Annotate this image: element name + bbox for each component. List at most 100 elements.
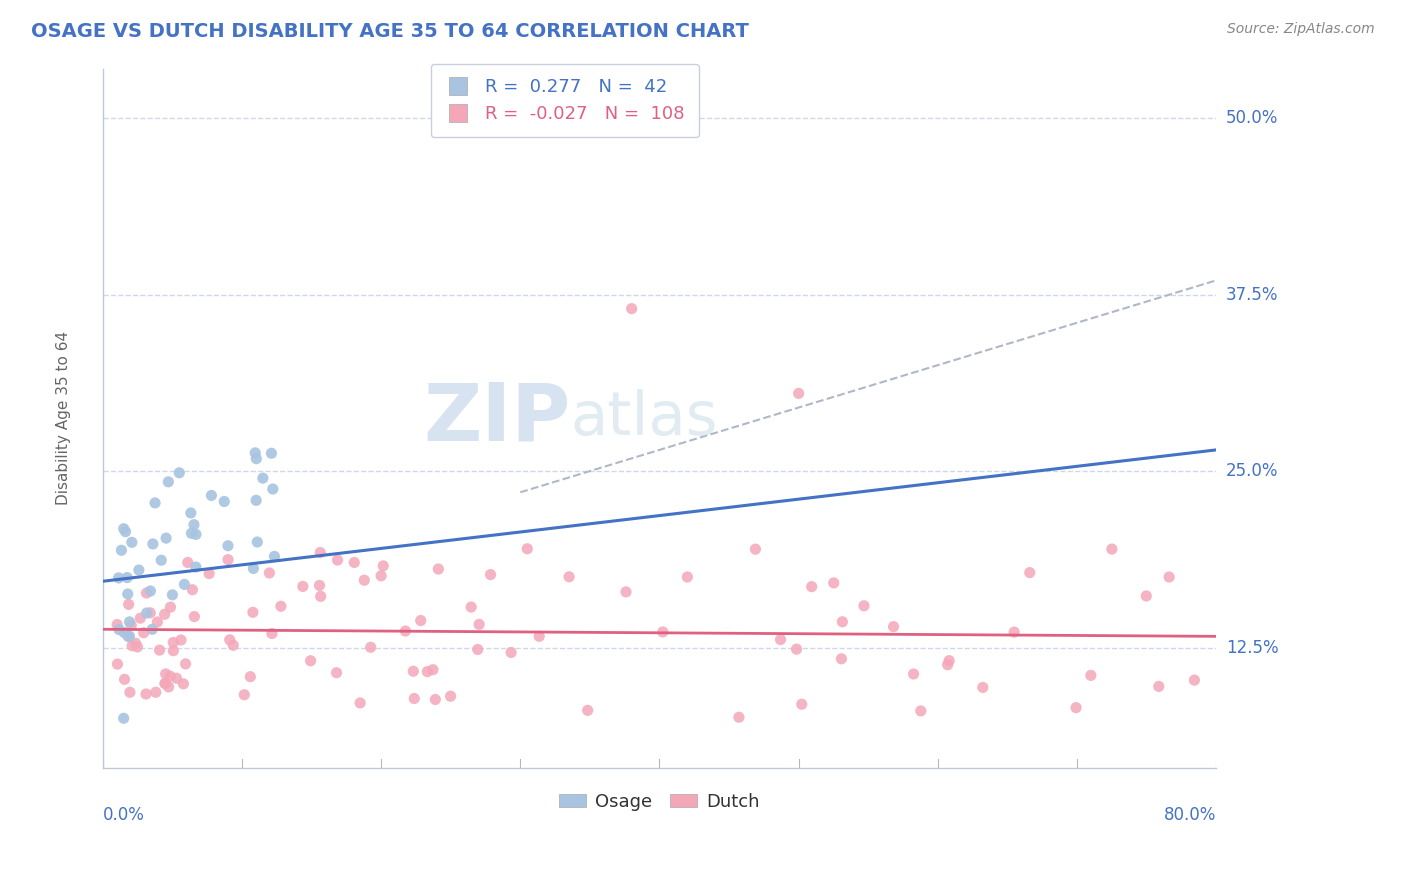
Point xyxy=(800,580,823,594)
Point xyxy=(370,568,392,582)
Point xyxy=(910,704,932,718)
Point xyxy=(217,539,239,553)
Point xyxy=(112,625,135,640)
Point xyxy=(246,535,269,549)
Point xyxy=(174,657,197,671)
Point xyxy=(439,689,461,703)
Point xyxy=(120,618,142,632)
Point xyxy=(614,585,637,599)
Point xyxy=(1080,668,1102,682)
Text: 80.0%: 80.0% xyxy=(1164,806,1216,824)
Point xyxy=(183,517,205,532)
Point xyxy=(107,571,129,585)
Point xyxy=(128,563,150,577)
Point xyxy=(252,471,274,485)
Point xyxy=(115,571,138,585)
Point xyxy=(360,640,382,655)
Point xyxy=(245,446,267,460)
Point xyxy=(148,643,170,657)
Point xyxy=(938,654,960,668)
Point xyxy=(153,607,176,622)
Point xyxy=(181,582,204,597)
Point xyxy=(326,553,349,567)
Point xyxy=(309,590,332,604)
Text: 37.5%: 37.5% xyxy=(1226,285,1278,303)
Point xyxy=(127,640,149,654)
Point xyxy=(124,636,146,650)
Point xyxy=(117,598,139,612)
Point xyxy=(501,645,523,659)
Point xyxy=(576,703,599,717)
Point xyxy=(259,566,281,580)
Text: 50.0%: 50.0% xyxy=(1226,109,1278,127)
Point xyxy=(1002,625,1025,640)
Point xyxy=(112,522,135,536)
Point xyxy=(936,657,959,672)
Point xyxy=(427,562,450,576)
Point xyxy=(222,638,245,652)
Point xyxy=(1184,673,1206,687)
Point xyxy=(479,567,502,582)
Point xyxy=(270,599,292,614)
Point xyxy=(114,524,136,539)
Point xyxy=(155,667,177,681)
Text: atlas: atlas xyxy=(571,389,718,448)
Point xyxy=(245,493,267,508)
Point xyxy=(394,624,416,638)
Point xyxy=(117,630,139,644)
Point xyxy=(145,685,167,699)
Point xyxy=(883,620,905,634)
Point xyxy=(309,545,332,559)
Point xyxy=(620,301,643,316)
Point xyxy=(516,541,538,556)
Point xyxy=(153,676,176,690)
Point xyxy=(744,542,766,557)
Point xyxy=(1101,542,1123,557)
Point xyxy=(823,575,845,590)
Text: 0.0%: 0.0% xyxy=(103,806,145,824)
Point xyxy=(903,667,925,681)
Point xyxy=(425,692,447,706)
Text: Disability Age 35 to 64: Disability Age 35 to 64 xyxy=(56,331,72,505)
Point xyxy=(217,552,239,566)
Point xyxy=(118,685,141,699)
Point xyxy=(117,587,139,601)
Point xyxy=(242,605,264,619)
Point xyxy=(769,632,792,647)
Point xyxy=(172,677,194,691)
Point xyxy=(155,676,177,690)
Point xyxy=(110,543,132,558)
Point xyxy=(416,665,439,679)
Point xyxy=(1064,700,1087,714)
Point xyxy=(157,475,180,489)
Point xyxy=(402,665,425,679)
Point xyxy=(1147,680,1170,694)
Point xyxy=(177,556,200,570)
Point xyxy=(121,535,143,549)
Point xyxy=(1159,570,1181,584)
Point xyxy=(262,482,284,496)
Point xyxy=(373,558,395,573)
Point xyxy=(299,654,322,668)
Point xyxy=(132,625,155,640)
Point xyxy=(460,600,482,615)
Point xyxy=(488,125,510,139)
Point xyxy=(170,632,193,647)
Point xyxy=(409,614,432,628)
Point xyxy=(139,584,162,599)
Point xyxy=(790,698,813,712)
Point xyxy=(135,606,157,620)
Point xyxy=(198,566,221,581)
Point xyxy=(728,710,751,724)
Point xyxy=(184,560,207,574)
Point xyxy=(180,506,202,520)
Point xyxy=(676,570,699,584)
Point xyxy=(139,606,162,620)
Point xyxy=(529,629,551,643)
Point xyxy=(135,687,157,701)
Point xyxy=(159,669,181,683)
Point xyxy=(349,696,371,710)
Point xyxy=(155,531,177,545)
Point xyxy=(245,451,267,466)
Point xyxy=(1018,566,1040,580)
